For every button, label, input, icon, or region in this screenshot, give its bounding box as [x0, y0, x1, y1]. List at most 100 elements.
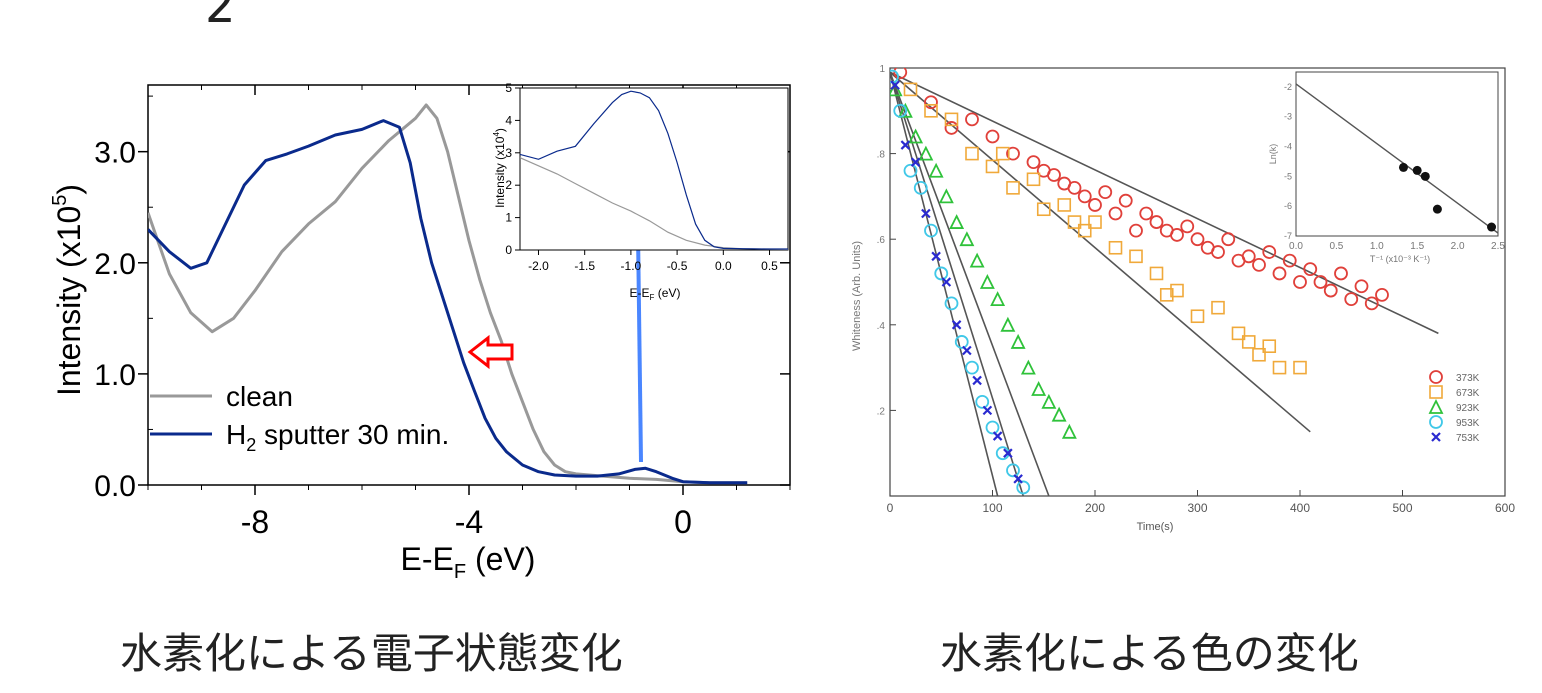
blue-arrow-shaft: [636, 231, 643, 463]
point-673K: [1231, 326, 1246, 341]
point-373K: [1334, 266, 1348, 281]
point-673K: [1272, 360, 1287, 375]
legend-label-923K: 923K: [1456, 403, 1480, 414]
point-953K: [944, 296, 959, 311]
right-x-tick-label: 600: [1495, 501, 1515, 515]
x-axis-label-sub: F: [454, 561, 466, 583]
inset-right-x-tick-label: 2.0: [1451, 241, 1465, 252]
inset-right-y-tick-label: -6: [1284, 201, 1292, 211]
legend-marker-923K: [1428, 398, 1444, 414]
point-673K: [1252, 347, 1266, 362]
point-373K: [893, 68, 908, 80]
inset-right-x-tick-label: 0.0: [1289, 241, 1303, 252]
inset-y-label-main: Intensity (x10: [493, 136, 507, 208]
inset-x-tick-label: -1.5: [574, 259, 595, 273]
point-373K: [1149, 215, 1164, 229]
point-953K: [1006, 463, 1020, 478]
point-753K: [1003, 448, 1013, 458]
inset-y-tick-label: 0: [505, 243, 512, 257]
inset-right: 0.0 0.5 1.0 1.5 2.0 2.5 -2 -3 -4 -5 -6 -7 T⁻¹ (x10⁻³…: [1268, 71, 1505, 264]
y-tick-label: 0.0: [94, 470, 136, 503]
point-373K: [1026, 155, 1041, 170]
point-373K: [924, 95, 938, 110]
point-673K: [1170, 283, 1184, 298]
right-y-axis-label: Whiteness (Arb. Units): [851, 241, 863, 351]
point-953K: [934, 266, 949, 281]
inset-x-label-main: E-E: [630, 286, 650, 300]
main-series-group: [148, 103, 748, 485]
point-673K: [1293, 360, 1307, 375]
x-axis-label: E-EF (eV): [401, 541, 536, 583]
point-373K: [1313, 275, 1328, 289]
inset-frame: [519, 87, 789, 251]
point-373K: [1354, 279, 1369, 294]
inset-x-tick-label: -1.0: [621, 259, 642, 273]
legend-marker-673K: [1429, 385, 1443, 399]
inset-right-point: [1432, 204, 1442, 214]
point-373K: [1098, 185, 1113, 200]
point-673K: [985, 159, 1000, 174]
point-923K: [1041, 393, 1057, 409]
series-line-sputter: [148, 119, 748, 485]
point-373K: [1293, 275, 1307, 289]
inset-x-label: E-EF (eV): [630, 286, 681, 302]
right-x-tick-label: 0: [887, 501, 894, 515]
inset-right-x-tick-label: 0.5: [1329, 241, 1343, 252]
point-373K: [985, 129, 1000, 144]
fit-line: [890, 72, 1025, 496]
legend-label-sputter: H2 sputter 30 min.: [226, 419, 449, 455]
right-y-tick-label: .8: [877, 150, 886, 161]
point-373K: [1047, 168, 1061, 182]
y-tick-label: 2.0: [94, 248, 136, 281]
inset-right-point: [1487, 222, 1497, 232]
inset-x-label-sub: F: [650, 293, 655, 302]
point-673K: [1088, 215, 1102, 229]
right-y-tick-label: .2: [877, 406, 886, 417]
point-753K: [1013, 474, 1023, 484]
point-753K: [900, 140, 911, 150]
point-923K: [979, 273, 995, 289]
point-673K: [924, 104, 938, 118]
point-673K: [1077, 223, 1092, 238]
inset-right-x-tick-label: 1.5: [1410, 241, 1424, 252]
point-753K: [931, 251, 941, 262]
point-923K: [959, 231, 975, 247]
point-673K: [1057, 198, 1072, 212]
inset-right-y-tick-label: -4: [1284, 142, 1292, 152]
point-953K: [893, 103, 908, 118]
point-753K: [962, 345, 972, 356]
point-373K: [1221, 232, 1236, 247]
point-673K: [1026, 172, 1041, 187]
inset-y-label-sup: 4: [492, 132, 501, 137]
point-923K: [908, 128, 924, 144]
point-373K: [1282, 253, 1297, 268]
point-373K: [1108, 206, 1123, 221]
legend-marker-373K: [1429, 370, 1443, 384]
point-673K: [1159, 288, 1174, 302]
point-923K: [1061, 423, 1077, 439]
inset-x-tick-label: -2.0: [528, 259, 549, 273]
fit-line: [890, 71, 1439, 335]
point-753K: [921, 208, 931, 219]
legend-label-clean: clean: [226, 381, 293, 412]
point-673K: [1006, 181, 1020, 195]
y-tick-label: 1.0: [94, 359, 136, 392]
point-753K: [992, 431, 1003, 441]
point-373K: [1139, 206, 1154, 221]
point-373K: [1190, 232, 1205, 247]
point-673K: [944, 112, 959, 127]
inset-series-line-sputter: [520, 90, 788, 250]
right-x-tick-label: 100: [982, 501, 1002, 515]
inset-y-label: Intensity (x104): [492, 128, 507, 208]
inset-x-tick-label: 0.0: [715, 259, 732, 273]
inset-right-point: [1412, 165, 1422, 175]
point-923K: [1051, 406, 1067, 422]
point-753K: [910, 157, 921, 167]
point-673K: [1129, 249, 1143, 264]
point-673K: [1149, 266, 1164, 281]
top-heading-fragment: 2: [205, 0, 236, 34]
inset-right-y-tick-label: -3: [1284, 112, 1292, 122]
inset-right-x-tick-label: 2.5: [1491, 241, 1505, 252]
inset-right-x-label: T⁻¹ (x10⁻³ K⁻¹): [1370, 254, 1430, 264]
